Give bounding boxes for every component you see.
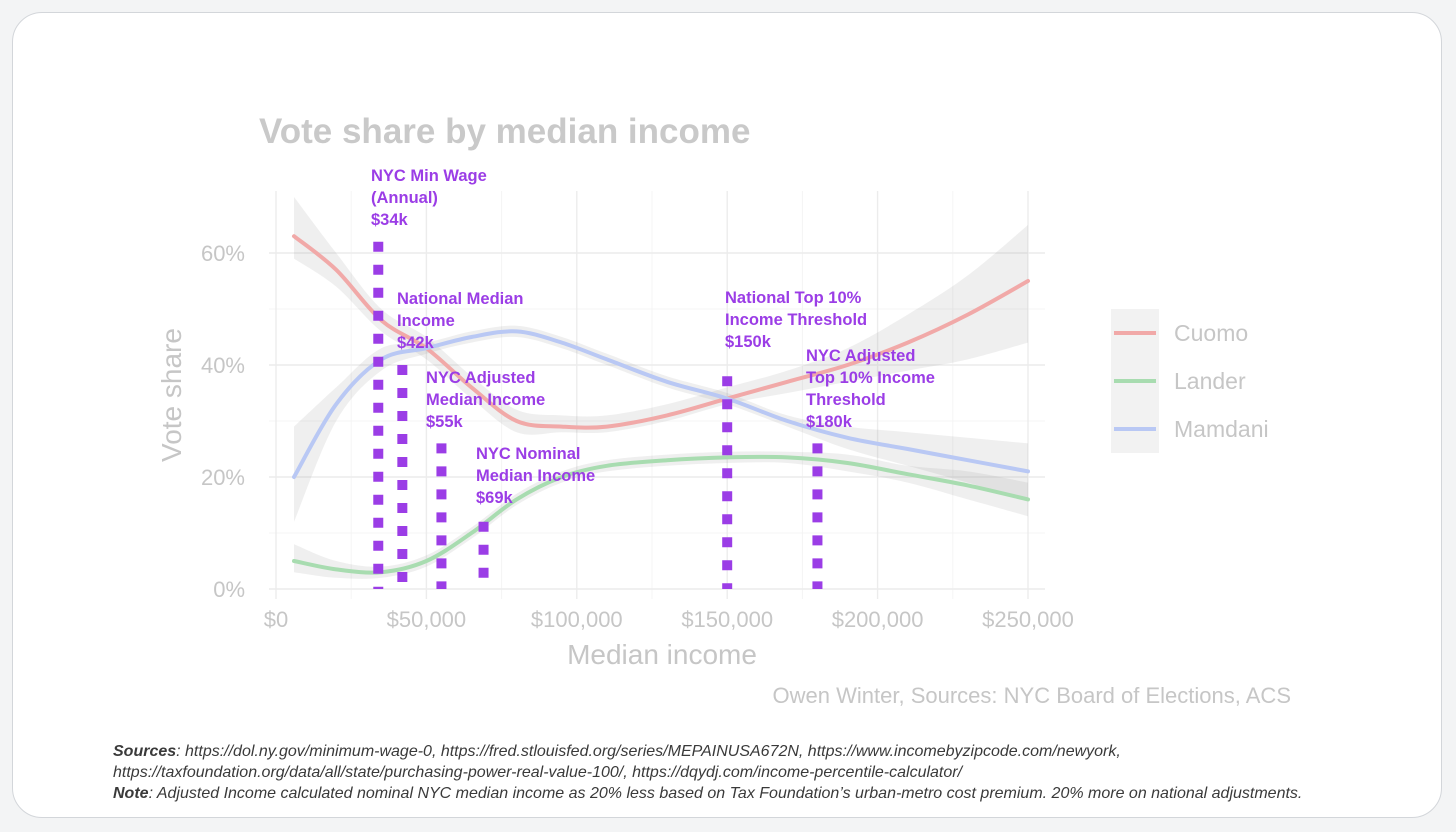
reference-label: Top 10% Income (806, 369, 935, 387)
y-tick-label: 40% (201, 353, 245, 378)
reference-label: (Annual) (371, 189, 438, 207)
series-line-cuomo (292, 234, 1030, 430)
legend-label: Cuomo (1174, 320, 1248, 346)
reference-label: Median Income (426, 391, 545, 409)
y-tick-label: 0% (213, 577, 245, 602)
reference-label: $150k (725, 333, 772, 351)
note-text: : Adjusted Income calculated nominal NYC… (148, 785, 1303, 802)
reference-label: $34k (371, 211, 409, 229)
x-tick-label: $50,000 (387, 607, 467, 632)
vote-share-chart: Vote share by median income 0% 20% 40% 60% $0… (156, 112, 1291, 708)
y-tick-label: 60% (201, 241, 245, 266)
note-label: Note (113, 785, 149, 802)
x-tick-label: $150,000 (681, 607, 773, 632)
reference-label: Income Threshold (725, 311, 867, 329)
chart-card: Vote share by median income 0% 20% 40% 60% $0… (12, 12, 1442, 818)
sources-text: : https://dol.ny.gov/minimum-wage-0, htt… (113, 743, 1121, 781)
series-line-lander (292, 454, 1030, 575)
reference-label: Income (397, 312, 455, 330)
chart-caption: Owen Winter, Sources: NYC Board of Elect… (773, 683, 1291, 708)
legend-label: Mamdani (1174, 416, 1269, 442)
reference-label: $180k (806, 413, 853, 431)
reference-label: $69k (476, 489, 514, 507)
reference-label: National Median (397, 290, 524, 308)
reference-label: NYC Min Wage (371, 167, 487, 185)
footer-notes: Sources: https://dol.ny.gov/minimum-wage… (113, 741, 1403, 804)
confidence-band-lander (294, 451, 1028, 579)
reference-label: $42k (397, 334, 435, 352)
y-axis-label: Vote share (156, 328, 187, 462)
reference-label: NYC Adjusted (426, 369, 535, 387)
note-line: Note: Adjusted Income calculated nominal… (113, 783, 1403, 804)
chart-title: Vote share by median income (259, 112, 750, 151)
legend-label: Lander (1174, 368, 1246, 394)
reference-label: $55k (426, 413, 464, 431)
reference-label: NYC Nominal (476, 445, 581, 463)
reference-label: NYC Adjusted (806, 347, 915, 365)
sources-line: Sources: https://dol.ny.gov/minimum-wage… (113, 741, 1403, 783)
reference-label: Median Income (476, 467, 595, 485)
reference-label: Threshold (806, 391, 886, 409)
y-tick-label: 20% (201, 465, 245, 490)
reference-label: National Top 10% (725, 289, 862, 307)
x-tick-label: $100,000 (531, 607, 623, 632)
x-tick-label: $0 (264, 607, 288, 632)
x-tick-label: $250,000 (982, 607, 1074, 632)
confidence-band-cuomo (294, 197, 1028, 435)
x-axis-label: Median income (567, 639, 757, 670)
x-tick-label: $200,000 (832, 607, 924, 632)
sources-label: Sources (113, 743, 177, 760)
